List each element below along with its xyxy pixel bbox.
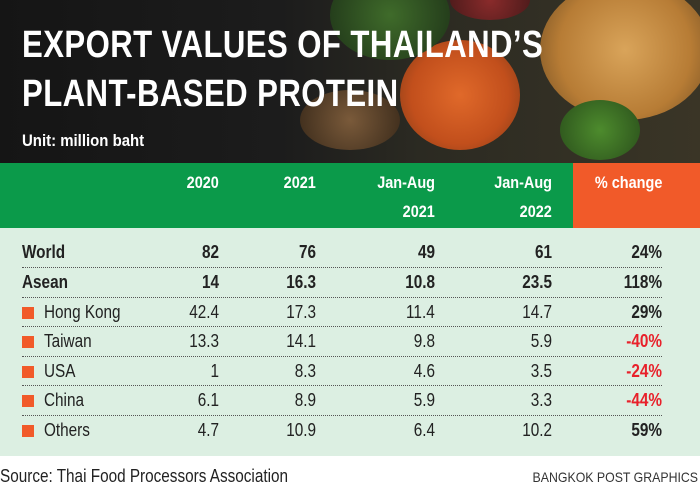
percent-change-cell: 24% [631,242,662,262]
nuts-image [300,90,400,150]
value-cell: 76 [298,242,316,262]
value-cell: 61 [534,242,552,262]
value-cell: 82 [201,242,219,262]
table-row: China 6.1 8.9 5.9 3.3 -44% [22,386,662,416]
value-cell: 10.9 [286,419,316,440]
title-line-1: EXPORT VALUES OF THAILAND’S [22,24,544,66]
value-cell: 17.3 [286,301,316,322]
percent-change-cell: 29% [631,301,662,322]
chickpea-bowl-image [540,0,700,120]
marker-square [22,336,34,348]
value-cell: 10.8 [405,272,435,292]
value-cell: 8.3 [294,360,316,381]
column-header: 2022 [519,202,552,221]
value-cell: 3.5 [530,360,552,381]
table-row: Hong Kong 42.4 17.3 11.4 14.7 29% [22,298,662,327]
lentil-bowl-image [400,40,520,150]
value-cell: 14.7 [522,301,552,322]
value-cell: 49 [417,242,435,262]
unit-label: Unit: million baht [22,131,145,150]
beans-image [450,0,530,20]
change-header-bg [573,163,700,228]
marker-square [22,365,34,378]
marker-square [22,395,34,407]
table-body [0,228,700,456]
value-cell: 14.1 [286,331,316,351]
header-photo [0,0,700,163]
broccoli-image [560,100,640,160]
value-cell: 16.3 [286,272,316,292]
value-cell: 4.7 [197,419,219,440]
value-cell: 5.9 [530,331,552,351]
table-row: World 82 76 49 61 24% [22,238,662,268]
value-cell: 14 [201,272,219,292]
source-note: Source: Thai Food Processors Association [0,466,289,486]
table-row: Taiwan 13.3 14.1 9.8 5.9 -40% [22,327,662,357]
value-cell: 6.4 [413,419,435,440]
percent-change-cell: 118% [623,272,662,292]
value-cell: 5.9 [413,390,435,410]
value-cell: 6.1 [197,390,219,410]
percent-change-cell: -44% [626,390,662,410]
row-label: Hong Kong [44,301,121,322]
row-label: China [44,390,84,410]
marker-square [22,306,34,319]
value-cell: 23.5 [522,272,552,292]
value-cell: 3.3 [530,390,552,410]
value-cell: 1 [210,360,219,381]
value-cell: 9.8 [413,331,435,351]
value-cell: 11.4 [406,301,435,322]
percent-change-cell: -24% [626,360,662,381]
percent-change-cell: -40% [626,331,662,351]
percent-change-cell: 59% [631,419,662,440]
table-row: USA 1 8.3 4.6 3.5 -24% [22,357,662,386]
column-header: Jan-Aug [377,173,435,192]
column-header: 2021 [283,173,316,192]
column-header: 2021 [402,202,435,221]
value-cell: 13.3 [189,331,219,351]
row-label: USA [44,360,76,381]
value-cell: 42.4 [189,301,219,322]
value-cell: 8.9 [294,390,316,410]
row-label: Taiwan [44,331,92,351]
value-cell: 10.2 [522,419,552,440]
table-row: Others 4.7 10.9 6.4 10.2 59% [22,416,662,446]
row-label: Asean [22,272,68,292]
value-cell: 4.6 [413,360,435,381]
column-header: Jan-Aug [494,173,552,192]
row-label: Others [44,419,90,440]
table-row: Asean 14 16.3 10.8 23.5 118% [22,268,662,298]
marker-square [22,424,34,437]
credit: BANGKOK POST GRAPHICS [532,469,698,485]
title-line-2: PLANT-BASED PROTEIN [22,73,399,115]
row-label: World [22,242,66,262]
column-header: 2020 [186,173,219,192]
column-header: % change [594,173,662,192]
